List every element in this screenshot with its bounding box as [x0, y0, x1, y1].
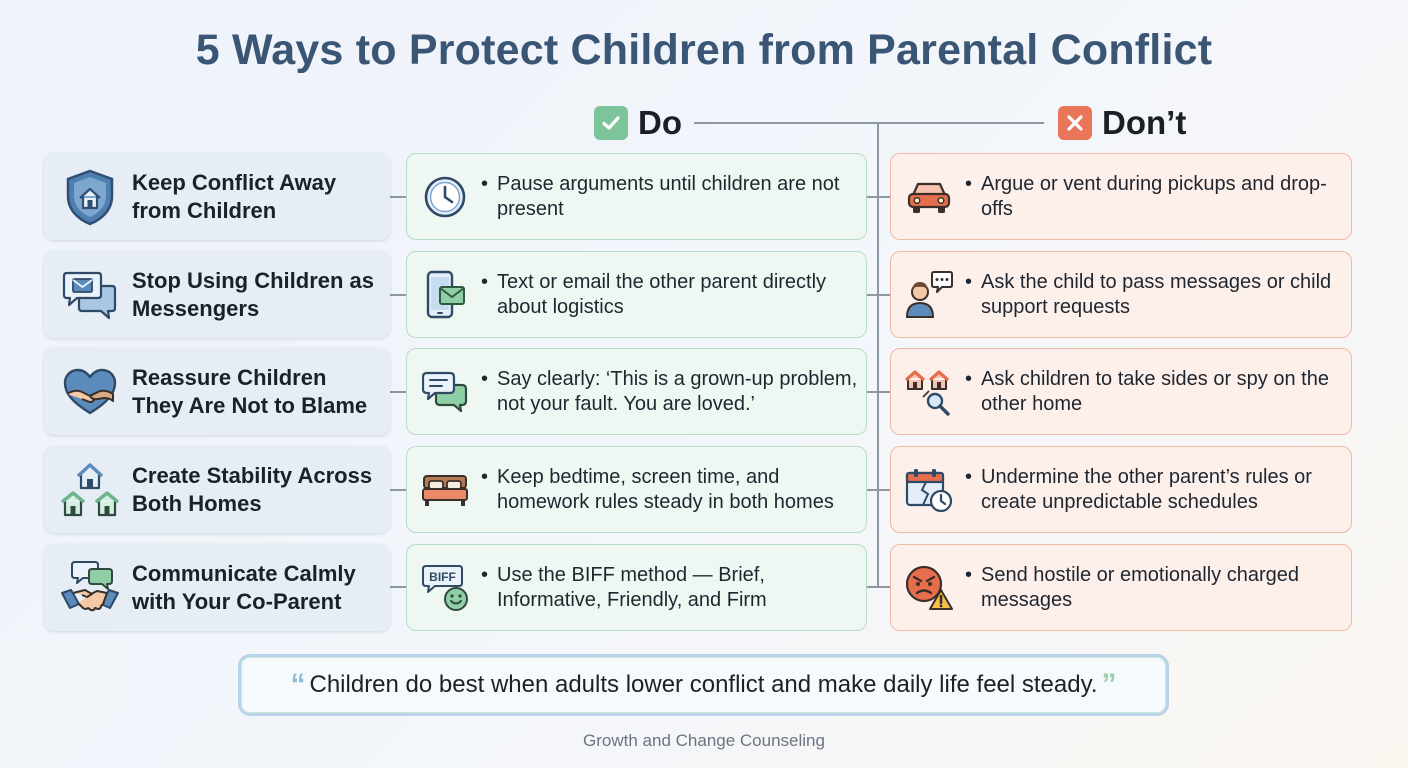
heart-hands-icon — [58, 360, 122, 424]
quote-open-mark: “ — [290, 668, 306, 701]
biff-label: BIFF — [429, 570, 456, 584]
do-card: Pause arguments until children are not p… — [406, 153, 867, 240]
check-badge-icon — [594, 106, 628, 140]
page-title: 5 Ways to Protect Children from Parental… — [195, 26, 1213, 74]
angry-face-warning-icon — [903, 562, 955, 614]
do-column-header: Do — [594, 104, 682, 142]
row-connector — [390, 586, 406, 588]
dont-card: Argue or vent during pickups and drop-of… — [890, 153, 1352, 240]
do-card: BIFF Use the BIFF method — Brief, Inform… — [406, 544, 867, 631]
do-column-label: Do — [638, 104, 682, 141]
topic-card-stop-using-messengers: Stop Using Children as Messengers — [44, 251, 390, 338]
row-connector — [867, 196, 890, 198]
do-card: Say clearly: ‘This is a grown-up problem… — [406, 348, 867, 435]
topic-card-create-stability: Create Stability Across Both Homes — [44, 446, 390, 533]
row-connector — [867, 489, 890, 491]
clock-icon — [419, 171, 471, 223]
row-connector — [390, 391, 406, 393]
dont-card: Ask the child to pass messages or child … — [890, 251, 1352, 338]
topic-label: Create Stability Across Both Homes — [132, 462, 373, 516]
header-connector-line — [694, 122, 1044, 124]
handshake-icon — [58, 556, 122, 620]
row-connector — [390, 196, 406, 198]
dont-card: Send hostile or emotionally charged mess… — [890, 544, 1352, 631]
car-icon — [903, 171, 955, 223]
dont-text: Undermine the other parent’s rules or cr… — [965, 465, 1349, 515]
phone-email-icon — [419, 269, 471, 321]
dont-text: Argue or vent during pickups and drop-of… — [965, 172, 1349, 222]
speech-bubbles-icon — [419, 366, 471, 418]
do-text: Say clearly: ‘This is a grown-up problem… — [481, 367, 865, 417]
bed-icon — [419, 464, 471, 516]
broken-calendar-icon — [903, 464, 955, 516]
footer-credit: Growth and Change Counseling — [583, 731, 825, 750]
topic-card-communicate-calmly: Communicate Calmly with Your Co-Parent — [44, 544, 390, 631]
topic-label: Stop Using Children as Messengers — [132, 267, 375, 321]
shield-home-icon — [58, 165, 122, 229]
child-message-icon — [903, 269, 955, 321]
topic-card-reassure-children: Reassure Children They Are Not to Blame — [44, 348, 390, 435]
topic-card-keep-conflict-away: Keep Conflict Away from Children — [44, 153, 390, 240]
three-houses-icon — [58, 458, 122, 522]
dont-text: Send hostile or emotionally charged mess… — [965, 563, 1349, 613]
dont-text: Ask the child to pass messages or child … — [965, 270, 1349, 320]
message-bubbles-icon — [58, 263, 122, 327]
quote-text: Children do best when adults lower confl… — [309, 671, 1098, 698]
row-connector — [867, 586, 890, 588]
do-text: Pause arguments until children are not p… — [481, 172, 865, 222]
do-text: Text or email the other parent directly … — [481, 270, 865, 320]
dont-column-header: Don’t — [1058, 104, 1186, 142]
center-spine-line — [877, 122, 879, 587]
quote-box: “ Children do best when adults lower con… — [238, 654, 1169, 716]
biff-bubble-icon: BIFF — [419, 562, 471, 614]
quote-close-mark: ” — [1101, 668, 1117, 701]
topic-label: Keep Conflict Away from Children — [132, 169, 337, 223]
dont-text: Ask children to take sides or spy on the… — [965, 367, 1349, 417]
topic-label: Reassure Children They Are Not to Blame — [132, 364, 368, 418]
dont-column-label: Don’t — [1102, 104, 1187, 141]
topic-label: Communicate Calmly with Your Co-Parent — [132, 560, 356, 614]
x-badge-icon — [1058, 106, 1092, 140]
homes-magnifier-icon — [903, 366, 955, 418]
dont-card: Undermine the other parent’s rules or cr… — [890, 446, 1352, 533]
do-text: Use the BIFF method — Brief, Informative… — [481, 563, 865, 613]
dont-card: Ask children to take sides or spy on the… — [890, 348, 1352, 435]
do-card: Text or email the other parent directly … — [406, 251, 867, 338]
row-connector — [867, 391, 890, 393]
row-connector — [390, 294, 406, 296]
do-card: Keep bedtime, screen time, and homework … — [406, 446, 867, 533]
row-connector — [390, 489, 406, 491]
row-connector — [867, 294, 890, 296]
do-text: Keep bedtime, screen time, and homework … — [481, 465, 865, 515]
